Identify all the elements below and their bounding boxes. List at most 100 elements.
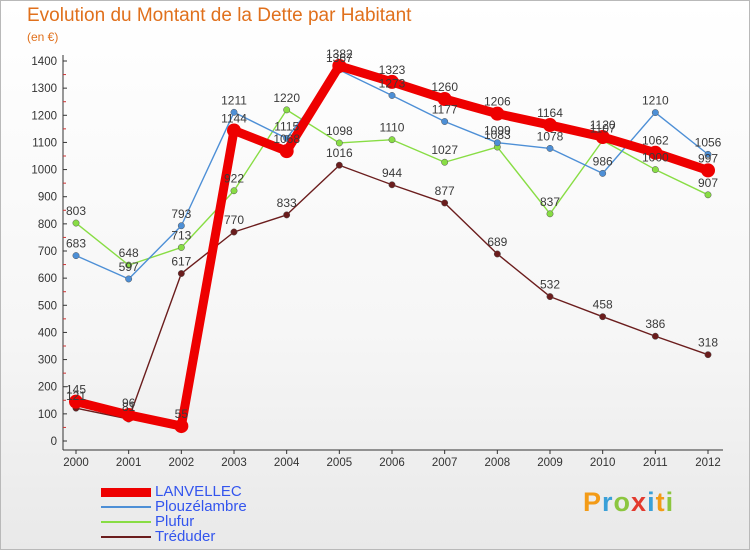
data-point [283,106,291,114]
data-label: 648 [119,246,139,260]
data-label: 1210 [642,94,669,108]
data-label: 1016 [326,146,353,160]
y-tick-label: 700 [38,246,57,258]
data-point [177,270,185,277]
data-label: 1068 [273,132,300,146]
legend-label: Plufur [155,513,195,530]
data-point [121,407,136,422]
data-point [177,222,185,230]
x-tick-label: 2011 [643,457,668,469]
data-point [332,58,347,73]
series-layer [69,58,715,434]
data-point [125,261,133,269]
data-point [388,136,396,144]
y-tick-label: 1000 [31,165,57,177]
legend-swatch [101,487,151,497]
data-point [72,252,80,260]
x-tick-label: 2009 [537,457,563,469]
data-point [599,169,607,177]
data-label: 96 [122,396,136,410]
data-point [177,244,185,251]
data-label: 803 [66,204,86,218]
y-tick-label: 600 [38,273,57,285]
data-point [704,150,712,158]
data-label: 145 [66,383,86,397]
data-label: 907 [698,176,718,190]
y-tick-label: 1300 [31,83,57,95]
data-point [704,351,712,359]
data-label: 1144 [221,111,247,125]
x-tick-label: 2002 [169,457,195,469]
data-point [648,145,663,160]
data-point [493,250,501,258]
x-tick-label: 2006 [379,457,405,469]
data-point [543,118,557,133]
data-label: 1273 [379,76,406,90]
data-label: 1211 [221,93,247,107]
data-label: 1098 [326,124,353,138]
data-point [651,332,659,340]
chart-axes: 0 100 200 300 400 500 600 700 800 900 1000 1100 1200… [31,55,723,469]
data-label: 1367 [326,51,353,65]
data-label: 1056 [695,135,722,149]
x-tick-label: 2012 [695,457,721,469]
data-point [437,92,452,106]
data-label: 318 [698,336,718,350]
data-label: 689 [487,235,507,249]
data-label: 997 [698,151,718,165]
data-point [441,118,449,125]
data-point [230,108,238,116]
data-label: 81 [122,400,136,414]
y-tick-label: 800 [38,219,57,231]
data-label: 793 [171,207,191,221]
data-point [441,158,449,166]
data-label: 121 [66,389,86,403]
data-labels: 1459655114410681382132312601206116411201… [66,47,722,421]
data-point [651,109,659,117]
x-tick-label: 2003 [221,457,247,469]
data-label: 1000 [642,151,669,165]
x-tick-label: 2007 [432,457,458,469]
data-point [125,275,133,283]
data-point [546,293,554,301]
y-tick-label: 200 [38,382,57,394]
x-tick-label: 2008 [485,457,511,469]
data-point [388,92,396,99]
data-point [227,123,241,138]
data-label: 1177 [432,103,458,117]
data-point [385,74,399,89]
data-point [335,161,343,169]
y-tick-label: 1100 [32,137,57,149]
legend-label: LANVELLEC [155,483,242,500]
chart-subtitle: (en €) [27,30,59,44]
data-point [283,211,291,219]
y-tick-label: 500 [38,300,57,312]
x-tick-label: 2005 [327,457,353,469]
data-label: 1382 [326,47,353,61]
data-label: 837 [540,195,560,209]
legend-swatch [101,536,151,538]
data-label: 1078 [537,129,564,143]
data-point [441,199,449,207]
data-point [701,163,715,178]
data-point [704,191,712,199]
data-label: 713 [171,228,191,242]
data-point [493,139,501,147]
legend-swatch [101,521,151,523]
chart-title: Evolution du Montant de la Dette par Hab… [27,5,412,26]
data-label: 1323 [379,63,406,77]
data-point [69,394,83,409]
data-point [490,106,505,121]
data-point [72,219,80,227]
data-point [546,144,554,152]
data-point [335,139,343,147]
data-point [651,166,659,174]
y-tick-label: 1400 [31,56,57,68]
x-tick-label: 2010 [590,457,616,469]
data-label: 1206 [484,95,511,109]
data-point [388,181,396,189]
y-tick-label: 1200 [31,110,57,122]
data-label: 386 [645,317,665,331]
x-tick-label: 2004 [274,457,300,469]
